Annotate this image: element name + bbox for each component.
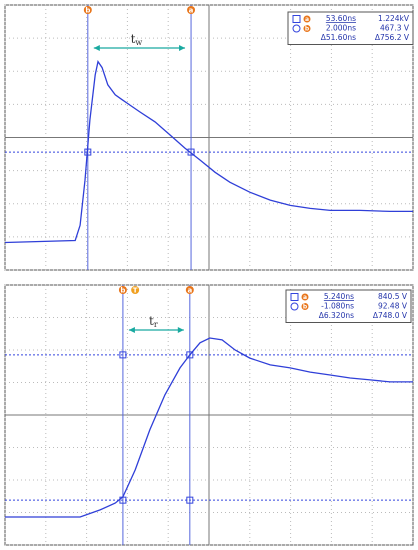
- readout-marker-label: a: [303, 294, 307, 301]
- icon-circle: [290, 302, 299, 311]
- crossing-box: [187, 148, 195, 156]
- readout-marker-label: a: [305, 16, 309, 23]
- crossing-box: [186, 496, 194, 504]
- cursor-label: b: [120, 287, 125, 295]
- span-label-sub: w: [135, 38, 142, 47]
- readout-marker-label: b: [303, 304, 308, 311]
- readout-volt: Δ756.2 V: [375, 33, 410, 42]
- cursor-label: a: [189, 7, 194, 15]
- span-label-main: t: [131, 32, 136, 46]
- span-label: tr: [149, 314, 158, 330]
- readout-marker: [301, 293, 309, 301]
- readout-marker-label: b: [305, 26, 310, 33]
- readout-time: Δ51.60ns: [321, 33, 356, 42]
- readout-time: 5.240ns: [324, 292, 354, 301]
- span-label-main: t: [149, 314, 154, 328]
- readout-volt: Δ748.0 V: [373, 311, 408, 320]
- readout-marker: [303, 15, 311, 23]
- crossing-box: [119, 351, 127, 359]
- trigger-marker: [131, 286, 140, 294]
- arrow-head: [128, 327, 184, 333]
- waveform: [5, 337, 413, 518]
- icon-square: [292, 15, 301, 23]
- readout-marker: [303, 25, 311, 32]
- readout-volt: 92.48 V: [378, 302, 408, 311]
- span-label-sub: r: [154, 320, 158, 329]
- cursor-marker: [83, 6, 92, 14]
- cursor-label: a: [187, 287, 192, 295]
- readout-volt: 467.3 V: [380, 24, 410, 33]
- span-label: tw: [131, 32, 143, 48]
- cursor-marker: [118, 286, 127, 294]
- cursor-label: b: [85, 7, 90, 15]
- readout-time: Δ6.320ns: [319, 311, 354, 320]
- trigger-label: T: [133, 287, 138, 295]
- icon-square: [290, 293, 299, 301]
- cursor-marker: [187, 6, 196, 14]
- waveform: [4, 59, 413, 244]
- readout-time: 53.60ns: [326, 14, 356, 23]
- crossing-box: [186, 351, 194, 359]
- readout-time: -1.080ns: [321, 302, 354, 311]
- readout-volt: 1.224kV: [378, 14, 410, 23]
- icon-circle: [292, 24, 301, 33]
- readout-volt: 840.5 V: [378, 292, 408, 301]
- cursor-marker: [185, 286, 194, 294]
- readout-marker: [301, 303, 309, 310]
- readout-time: 2.000ns: [326, 24, 356, 33]
